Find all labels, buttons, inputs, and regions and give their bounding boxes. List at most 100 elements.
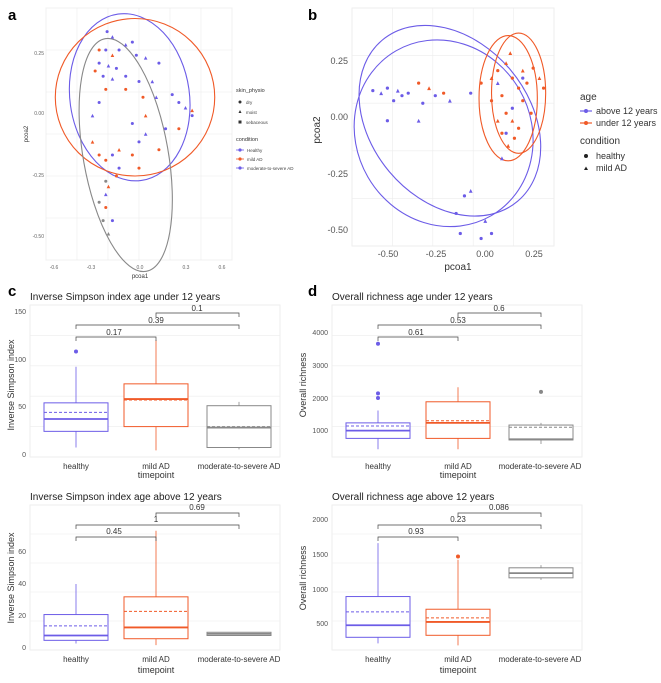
- b-point: [510, 118, 515, 123]
- a-ylabel: pcoa2: [24, 125, 30, 142]
- b-ytick-1: 0.00: [330, 112, 348, 122]
- b-point: [417, 81, 421, 85]
- c-top-pval-0: 0.17: [106, 328, 122, 337]
- a-point: [130, 153, 134, 157]
- c-top-ytick-2: 100: [14, 357, 26, 364]
- c-bottom-ytick-1: 20: [18, 613, 26, 620]
- c-bottom-cat-2: moderate-to-severe AD: [198, 655, 281, 664]
- b-point: [525, 81, 529, 85]
- a-point: [190, 114, 194, 118]
- d-top-ytick-3: 4000: [312, 330, 328, 337]
- b-point: [385, 86, 390, 90]
- a-ellipse-2: [78, 37, 173, 273]
- a-point: [93, 69, 97, 73]
- a-point: [137, 140, 141, 144]
- d-top-outlier: [376, 396, 380, 401]
- panel-a-grid: [46, 8, 232, 260]
- a-ellipse-1: [54, 17, 216, 177]
- a-point: [134, 53, 138, 57]
- a-point: [105, 30, 109, 34]
- c-bottom-ytick-3: 60: [18, 549, 26, 556]
- panel-a-points: [90, 30, 194, 236]
- b-legend-healthy: healthy: [596, 151, 626, 161]
- panel-a-yticks: 0.25 0.00 -0.25 -0.50: [33, 51, 45, 240]
- a-point: [141, 95, 145, 99]
- b-xtick-0: -0.50: [378, 249, 399, 259]
- d-bottom-box-0: [345, 596, 411, 638]
- b-point: [512, 136, 517, 140]
- b-point: [400, 94, 404, 98]
- c-bottom-box-1: [123, 596, 189, 640]
- a-ytick-3: -0.50: [33, 234, 45, 240]
- d-top-title: Overall richness age under 12 years: [332, 292, 493, 303]
- d-top-ytick-0: 1000: [312, 428, 328, 435]
- c-bottom-pvalue-bracket-2: [155, 512, 240, 517]
- c-bottom-ylabel: Inverse Simpson index: [6, 532, 16, 624]
- a-point: [104, 48, 108, 52]
- b-ytick-3: -0.50: [327, 225, 348, 235]
- b-point: [416, 118, 421, 123]
- b-point: [500, 131, 504, 135]
- d-top-ytick-2: 3000: [312, 363, 328, 370]
- c-bottom-cat-1: mild AD: [142, 655, 170, 664]
- d-bottom-marks: [345, 512, 574, 646]
- b-point: [385, 119, 390, 123]
- b-point: [521, 76, 525, 80]
- b-legend2-title: condition: [580, 136, 620, 147]
- b-point: [427, 86, 431, 91]
- b-point: [479, 81, 483, 85]
- d-bottom-pval-2: 0.086: [489, 503, 510, 512]
- c-top-ytick-1: 50: [18, 404, 26, 411]
- a-point: [97, 61, 101, 65]
- a-point: [101, 74, 105, 78]
- d-bottom-cat-1: mild AD: [444, 655, 472, 664]
- b-ellipse-3: [490, 32, 547, 154]
- d-top-cat-2: moderate-to-severe AD: [499, 462, 582, 471]
- c-top-pvalue-bracket-1: [75, 324, 240, 329]
- b-point: [469, 91, 473, 95]
- a-point: [117, 147, 121, 152]
- panel-b-yticks: 0.25 0.00 -0.25 -0.50: [327, 56, 348, 235]
- b-legend-above: above 12 years: [596, 106, 658, 116]
- b-xtick-1: -0.25: [426, 249, 447, 259]
- b-point: [510, 106, 514, 110]
- d-top-ylabel: Overall richness: [298, 352, 308, 417]
- d-bottom-ylabel: Overall richness: [298, 545, 308, 610]
- b-point: [406, 91, 410, 95]
- b-point: [516, 126, 521, 130]
- c-bottom-pvalues: 0.45 1 0.69: [106, 503, 205, 536]
- b-point: [489, 76, 494, 81]
- a-legend-healthy-marker: [238, 148, 242, 152]
- a-point: [106, 63, 111, 68]
- a-point: [97, 200, 101, 204]
- c-top-categories: healthy mild AD moderate-to-severe AD: [63, 462, 280, 471]
- panel-d: d Overall richness age under 12 years 10…: [298, 283, 583, 675]
- a-point: [130, 40, 134, 44]
- a-ytick-2: -0.25: [33, 173, 45, 179]
- b-point: [537, 76, 542, 81]
- a-xtick-0: -0.6: [50, 265, 59, 271]
- d-top-xlabel: timepoint: [440, 470, 477, 480]
- d-top-outlier: [376, 341, 380, 346]
- panel-a-legend: skin_physio dry moist sebaceous conditio…: [236, 88, 294, 171]
- a-point: [143, 56, 148, 60]
- c-top-ytick-3: 150: [14, 309, 26, 316]
- b-point: [454, 211, 458, 216]
- b-legend1-title: age: [580, 92, 597, 103]
- panel-letter-d: d: [308, 283, 317, 300]
- a-point: [103, 192, 108, 197]
- panel-a-xticks: -0.6 -0.3 0.0 0.3 0.6: [50, 265, 226, 271]
- c-top-ylabel: Inverse Simpson index: [6, 339, 16, 431]
- panel-a: a -0.6 -0.3 0.0 0.3 0.6 0.25 0.00 -0.25 …: [8, 7, 294, 280]
- b-point: [500, 156, 504, 161]
- b-legend-mild: mild AD: [596, 163, 628, 173]
- c-bottom-cat-0: healthy: [63, 655, 89, 664]
- c-top-pvalue-bracket-2: [155, 312, 240, 317]
- a-point: [124, 87, 128, 91]
- b-point: [495, 81, 500, 86]
- a-ytick-1: 0.00: [34, 111, 44, 117]
- panel-b-grid: [352, 8, 554, 246]
- d-bottom-ytick-0: 500: [316, 621, 328, 628]
- a-point: [106, 231, 111, 236]
